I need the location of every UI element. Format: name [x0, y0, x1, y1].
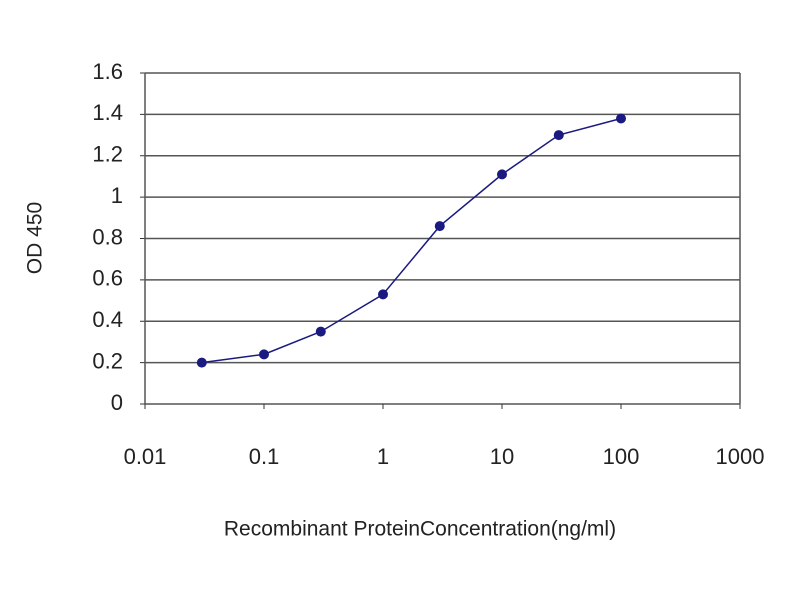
- data-point: [378, 289, 388, 300]
- series-line: [201, 117, 622, 364]
- y-tick-label: 0.4: [92, 307, 123, 332]
- y-tick-label: 1.6: [92, 59, 123, 84]
- data-point: [196, 357, 207, 368]
- x-axis-title: Recombinant ProteinConcentration(ng/ml): [224, 518, 616, 541]
- x-tick-label: 1000: [716, 444, 765, 469]
- y-tick-label: 0.2: [92, 348, 123, 373]
- data-point: [434, 221, 445, 232]
- x-tick-label: 100: [603, 444, 640, 469]
- x-tick-label: 1: [377, 444, 389, 469]
- y-tick-label: 0.6: [92, 266, 123, 291]
- y-axis-title: OD 450: [24, 202, 47, 274]
- data-point: [259, 349, 269, 360]
- data-point: [315, 326, 326, 337]
- x-tick-label: 10: [490, 444, 514, 469]
- y-tick-label: 0.8: [92, 224, 123, 249]
- data-point: [616, 113, 626, 124]
- y-tick-label: 1.4: [92, 100, 123, 125]
- x-tick-label: 0.01: [124, 444, 167, 469]
- y-tick-label: 1.2: [92, 142, 123, 167]
- x-tick-label: 0.1: [249, 444, 280, 469]
- data-point: [553, 130, 564, 141]
- data-point: [497, 169, 507, 180]
- y-tick-label: 0: [111, 390, 123, 415]
- y-tick-label: 1: [111, 183, 123, 208]
